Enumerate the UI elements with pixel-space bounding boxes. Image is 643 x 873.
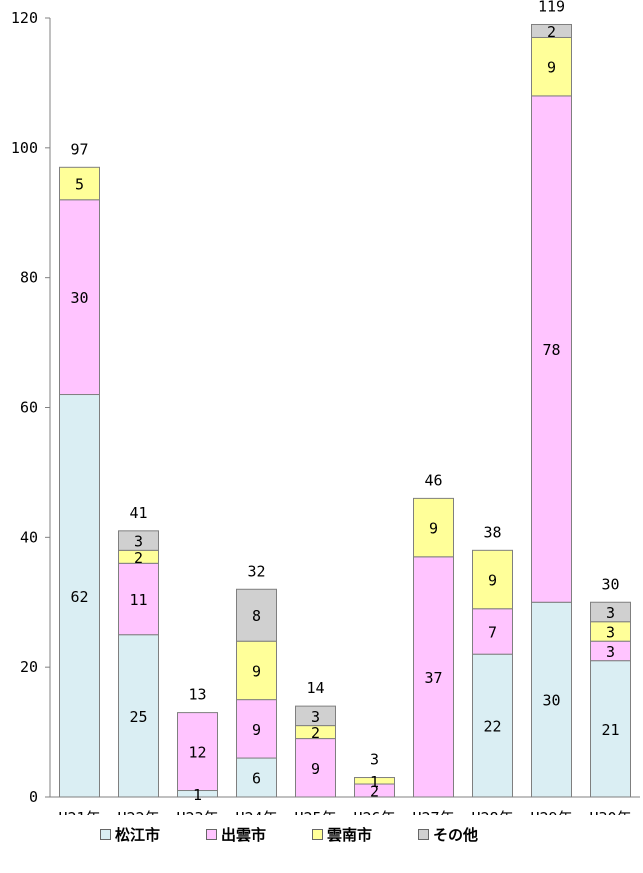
x-tick-label: H30年	[589, 809, 631, 815]
data-label: 22	[483, 718, 501, 736]
x-tick-label: H24年	[235, 809, 277, 815]
bar-segment	[531, 601, 572, 798]
y-tick-label: 100	[11, 139, 38, 157]
bar-segment	[590, 660, 631, 798]
total-label: 3	[370, 751, 379, 769]
y-tick-label: 40	[20, 528, 38, 546]
legend-swatch	[206, 829, 218, 840]
data-label: 3	[606, 643, 615, 661]
data-label: 8	[252, 607, 261, 625]
data-label: 9	[429, 520, 438, 538]
data-label: 25	[129, 708, 147, 726]
data-label: 9	[311, 760, 320, 778]
bar-segment	[118, 562, 159, 636]
bar-segment	[354, 777, 395, 785]
axes: 0 20 40 60 80 100 120 H21年 H22年 H23年 H24年 H25年 H26年 H…	[11, 9, 640, 815]
stacked-bar-chart: 0 20 40 60 80 100 120 H21年 H22年 H23年 H24年 H25年 H26年 H…	[11, 0, 640, 815]
data-label: 2	[134, 549, 143, 567]
legend: 松江市 出雲市 雲南市 その他	[100, 824, 524, 845]
bar-segment	[118, 634, 159, 798]
data-label: 3	[606, 623, 615, 641]
total-label: 14	[306, 679, 324, 697]
bar-segment	[531, 36, 572, 97]
data-label: 3	[606, 604, 615, 622]
data-label: 12	[188, 744, 206, 762]
data-label: 3	[311, 708, 320, 726]
bar-segment	[472, 608, 513, 655]
data-label: 7	[488, 623, 497, 641]
data-label: 78	[542, 341, 560, 359]
total-label: 119	[538, 0, 565, 15]
y-tick-label: 120	[11, 9, 38, 27]
bar-segment	[295, 738, 336, 798]
total-label: 30	[601, 575, 619, 593]
total-label: 13	[188, 686, 206, 704]
data-label: 30	[542, 692, 560, 710]
data-label: 9	[488, 572, 497, 590]
total-label: 32	[247, 562, 265, 580]
bar-segment	[413, 556, 454, 798]
legend-item: その他	[418, 824, 478, 845]
bar-segment	[472, 549, 513, 610]
data-label: 11	[129, 591, 147, 609]
bar-segment	[59, 394, 100, 798]
legend-item: 雲南市	[312, 824, 372, 845]
data-label: 2	[547, 23, 556, 41]
bar-segment	[531, 95, 572, 603]
x-tick-label: H22年	[117, 809, 159, 815]
x-tick-label: H23年	[176, 809, 218, 815]
bar-segment	[236, 699, 277, 759]
data-label: 6	[252, 770, 261, 788]
data-label: 3	[134, 533, 143, 551]
data-label: 9	[252, 662, 261, 680]
data-label: 5	[75, 176, 84, 194]
labels: 6230597251123411121369983292314213379462…	[70, 0, 619, 804]
bar-segment	[295, 705, 336, 727]
y-tick-label: 20	[20, 658, 38, 676]
legend-label: 雲南市	[327, 826, 373, 844]
bar-segment	[59, 166, 100, 201]
x-tick-label: H28年	[471, 809, 513, 815]
data-label: 9	[252, 721, 261, 739]
total-label: 46	[424, 471, 442, 489]
data-label: 1	[193, 786, 202, 804]
data-label: 9	[547, 59, 556, 77]
legend-swatch	[418, 829, 430, 840]
y-tick-label: 80	[20, 269, 38, 287]
data-label: 30	[70, 289, 88, 307]
data-label: 62	[70, 588, 88, 606]
legend-label: 出雲市	[221, 826, 267, 844]
total-label: 38	[483, 523, 501, 541]
bar-segment	[531, 23, 572, 38]
legend-label: 松江市	[115, 826, 161, 844]
bar-segment	[177, 712, 218, 792]
bar-segment	[236, 640, 277, 701]
bar-segment	[590, 601, 631, 623]
x-tick-label: H25年	[294, 809, 336, 815]
total-label: 97	[70, 140, 88, 158]
total-label: 41	[129, 504, 147, 522]
bar-segment	[472, 653, 513, 798]
x-tick-label: H21年	[58, 809, 100, 815]
legend-item: 出雲市	[206, 824, 266, 845]
legend-swatch	[312, 829, 324, 840]
data-label: 2	[370, 783, 379, 801]
x-tick-label: H29年	[530, 809, 572, 815]
bar-segment	[236, 588, 277, 642]
x-tick-label: H27年	[412, 809, 454, 815]
bars	[59, 23, 631, 798]
data-label: 2	[311, 724, 320, 742]
bar-segment	[59, 199, 100, 396]
legend-swatch	[100, 829, 111, 840]
data-label: 21	[601, 721, 619, 739]
bar-segment	[118, 530, 159, 551]
x-tick-label: H26年	[353, 809, 395, 815]
bar-segment	[413, 497, 454, 558]
data-label: 1	[370, 773, 379, 791]
legend-item: 松江市	[100, 824, 160, 845]
legend-label: その他	[433, 826, 479, 844]
data-label: 37	[424, 669, 442, 687]
y-tick-label: 60	[20, 399, 38, 417]
y-tick-label: 0	[29, 788, 38, 806]
